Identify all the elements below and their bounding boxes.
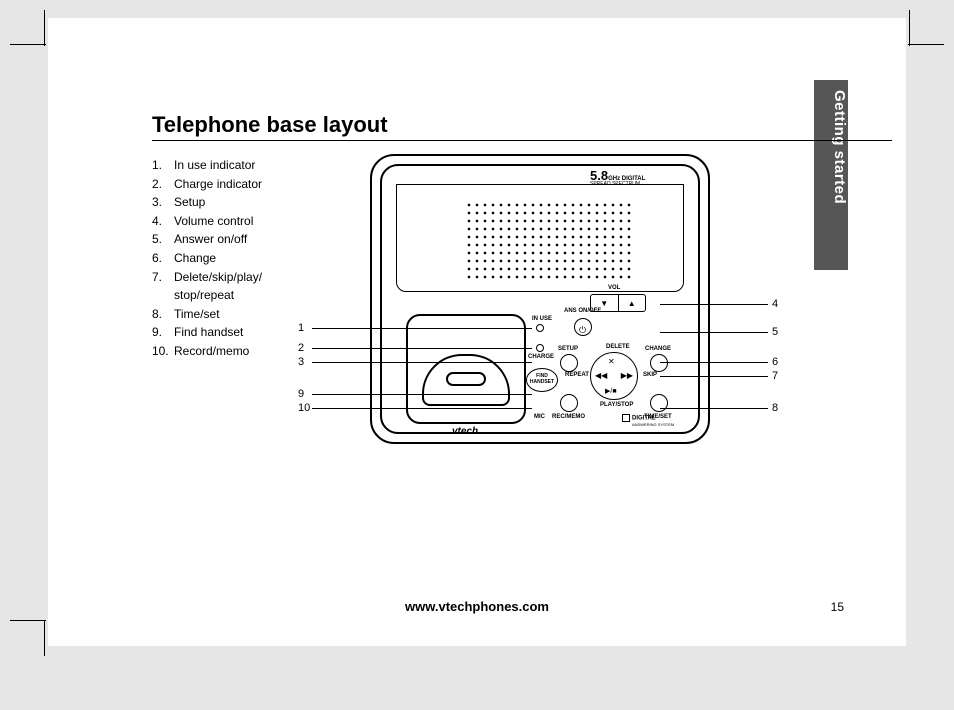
playstop-label: PLAY/STOP bbox=[600, 402, 633, 408]
callout-line bbox=[312, 348, 532, 349]
delete-label: DELETE bbox=[606, 344, 630, 350]
mic-label: MIC bbox=[534, 414, 545, 420]
legend-item: 2.Charge indicator bbox=[152, 175, 342, 194]
legend-item: 6.Change bbox=[152, 249, 342, 268]
speaker-grid bbox=[465, 201, 633, 281]
legend-item: 10.Record/memo bbox=[152, 342, 342, 361]
legend-list: 1.In use indicator2.Charge indicator3.Se… bbox=[152, 156, 342, 361]
callout-number: 9 bbox=[298, 388, 304, 400]
playback-dpad: ◀◀ ▶▶ ✕ ▶/■ bbox=[590, 352, 638, 400]
timeset-button bbox=[650, 394, 668, 412]
in-use-led bbox=[536, 324, 544, 332]
change-label: CHANGE bbox=[645, 346, 671, 352]
manual-page: Getting started Telephone base layout 1.… bbox=[48, 18, 906, 646]
callout-line bbox=[312, 328, 532, 329]
callout-line bbox=[660, 304, 768, 305]
freq-logo: 5.8GHz DIGITAL SPREAD SPECTRUM bbox=[590, 168, 645, 185]
legend-item: 3.Setup bbox=[152, 193, 342, 212]
callout-line bbox=[312, 394, 532, 395]
legend-item: 9.Find handset bbox=[152, 323, 342, 342]
brand-logo: vtech bbox=[452, 426, 478, 437]
callout-number: 6 bbox=[772, 356, 778, 368]
title-rule bbox=[152, 140, 892, 141]
vol-up-icon: ▲ bbox=[619, 295, 646, 311]
vol-label: VOL bbox=[608, 285, 620, 291]
ans-button: ⏻ bbox=[574, 318, 592, 336]
page-number: 15 bbox=[831, 600, 844, 614]
footer-url: www.vtechphones.com bbox=[48, 599, 906, 614]
callout-number: 8 bbox=[772, 402, 778, 414]
cradle-slot bbox=[446, 372, 486, 386]
change-button bbox=[650, 354, 668, 372]
legend-item: 8.Time/set bbox=[152, 305, 342, 324]
skip-label: SKIP bbox=[643, 372, 657, 378]
legend-item: 4.Volume control bbox=[152, 212, 342, 231]
recmemo-button bbox=[560, 394, 578, 412]
callout-line bbox=[660, 376, 768, 377]
section-tab: Getting started bbox=[814, 80, 848, 270]
speaker-panel bbox=[396, 184, 684, 292]
callout-line bbox=[660, 362, 768, 363]
callout-number: 3 bbox=[298, 356, 304, 368]
find-handset-button: FINDHANDSET bbox=[526, 368, 558, 392]
repeat-label: REPEAT bbox=[565, 372, 589, 378]
callout-line bbox=[312, 362, 532, 363]
callout-line bbox=[660, 332, 768, 333]
page-title: Telephone base layout bbox=[152, 112, 388, 138]
callout-number: 4 bbox=[772, 298, 778, 310]
legend-item: 5.Answer on/off bbox=[152, 230, 342, 249]
callout-number: 10 bbox=[298, 402, 310, 414]
recmemo-label: REC/MEMO bbox=[552, 414, 585, 420]
callout-line bbox=[312, 408, 532, 409]
charge-led bbox=[536, 344, 544, 352]
callout-number: 7 bbox=[772, 370, 778, 382]
digital-logo: DIGITAL ANSWERING SYSTEM bbox=[622, 414, 674, 428]
legend-item: 7.Delete/skip/play/stop/repeat bbox=[152, 268, 342, 305]
callout-number: 5 bbox=[772, 326, 778, 338]
callout-number: 2 bbox=[298, 342, 304, 354]
setup-label: SETUP bbox=[558, 346, 578, 352]
setup-button bbox=[560, 354, 578, 372]
callout-line bbox=[660, 408, 768, 409]
charge-label: CHARGE bbox=[528, 354, 554, 360]
device-diagram: 5.8GHz DIGITAL SPREAD SPECTRUM VOL ▼ ▲ v… bbox=[360, 154, 720, 454]
ans-label: ANS ON/OFF bbox=[564, 308, 601, 314]
callout-number: 1 bbox=[298, 322, 304, 334]
in-use-label: IN USE bbox=[532, 316, 552, 322]
legend-item: 1.In use indicator bbox=[152, 156, 342, 175]
